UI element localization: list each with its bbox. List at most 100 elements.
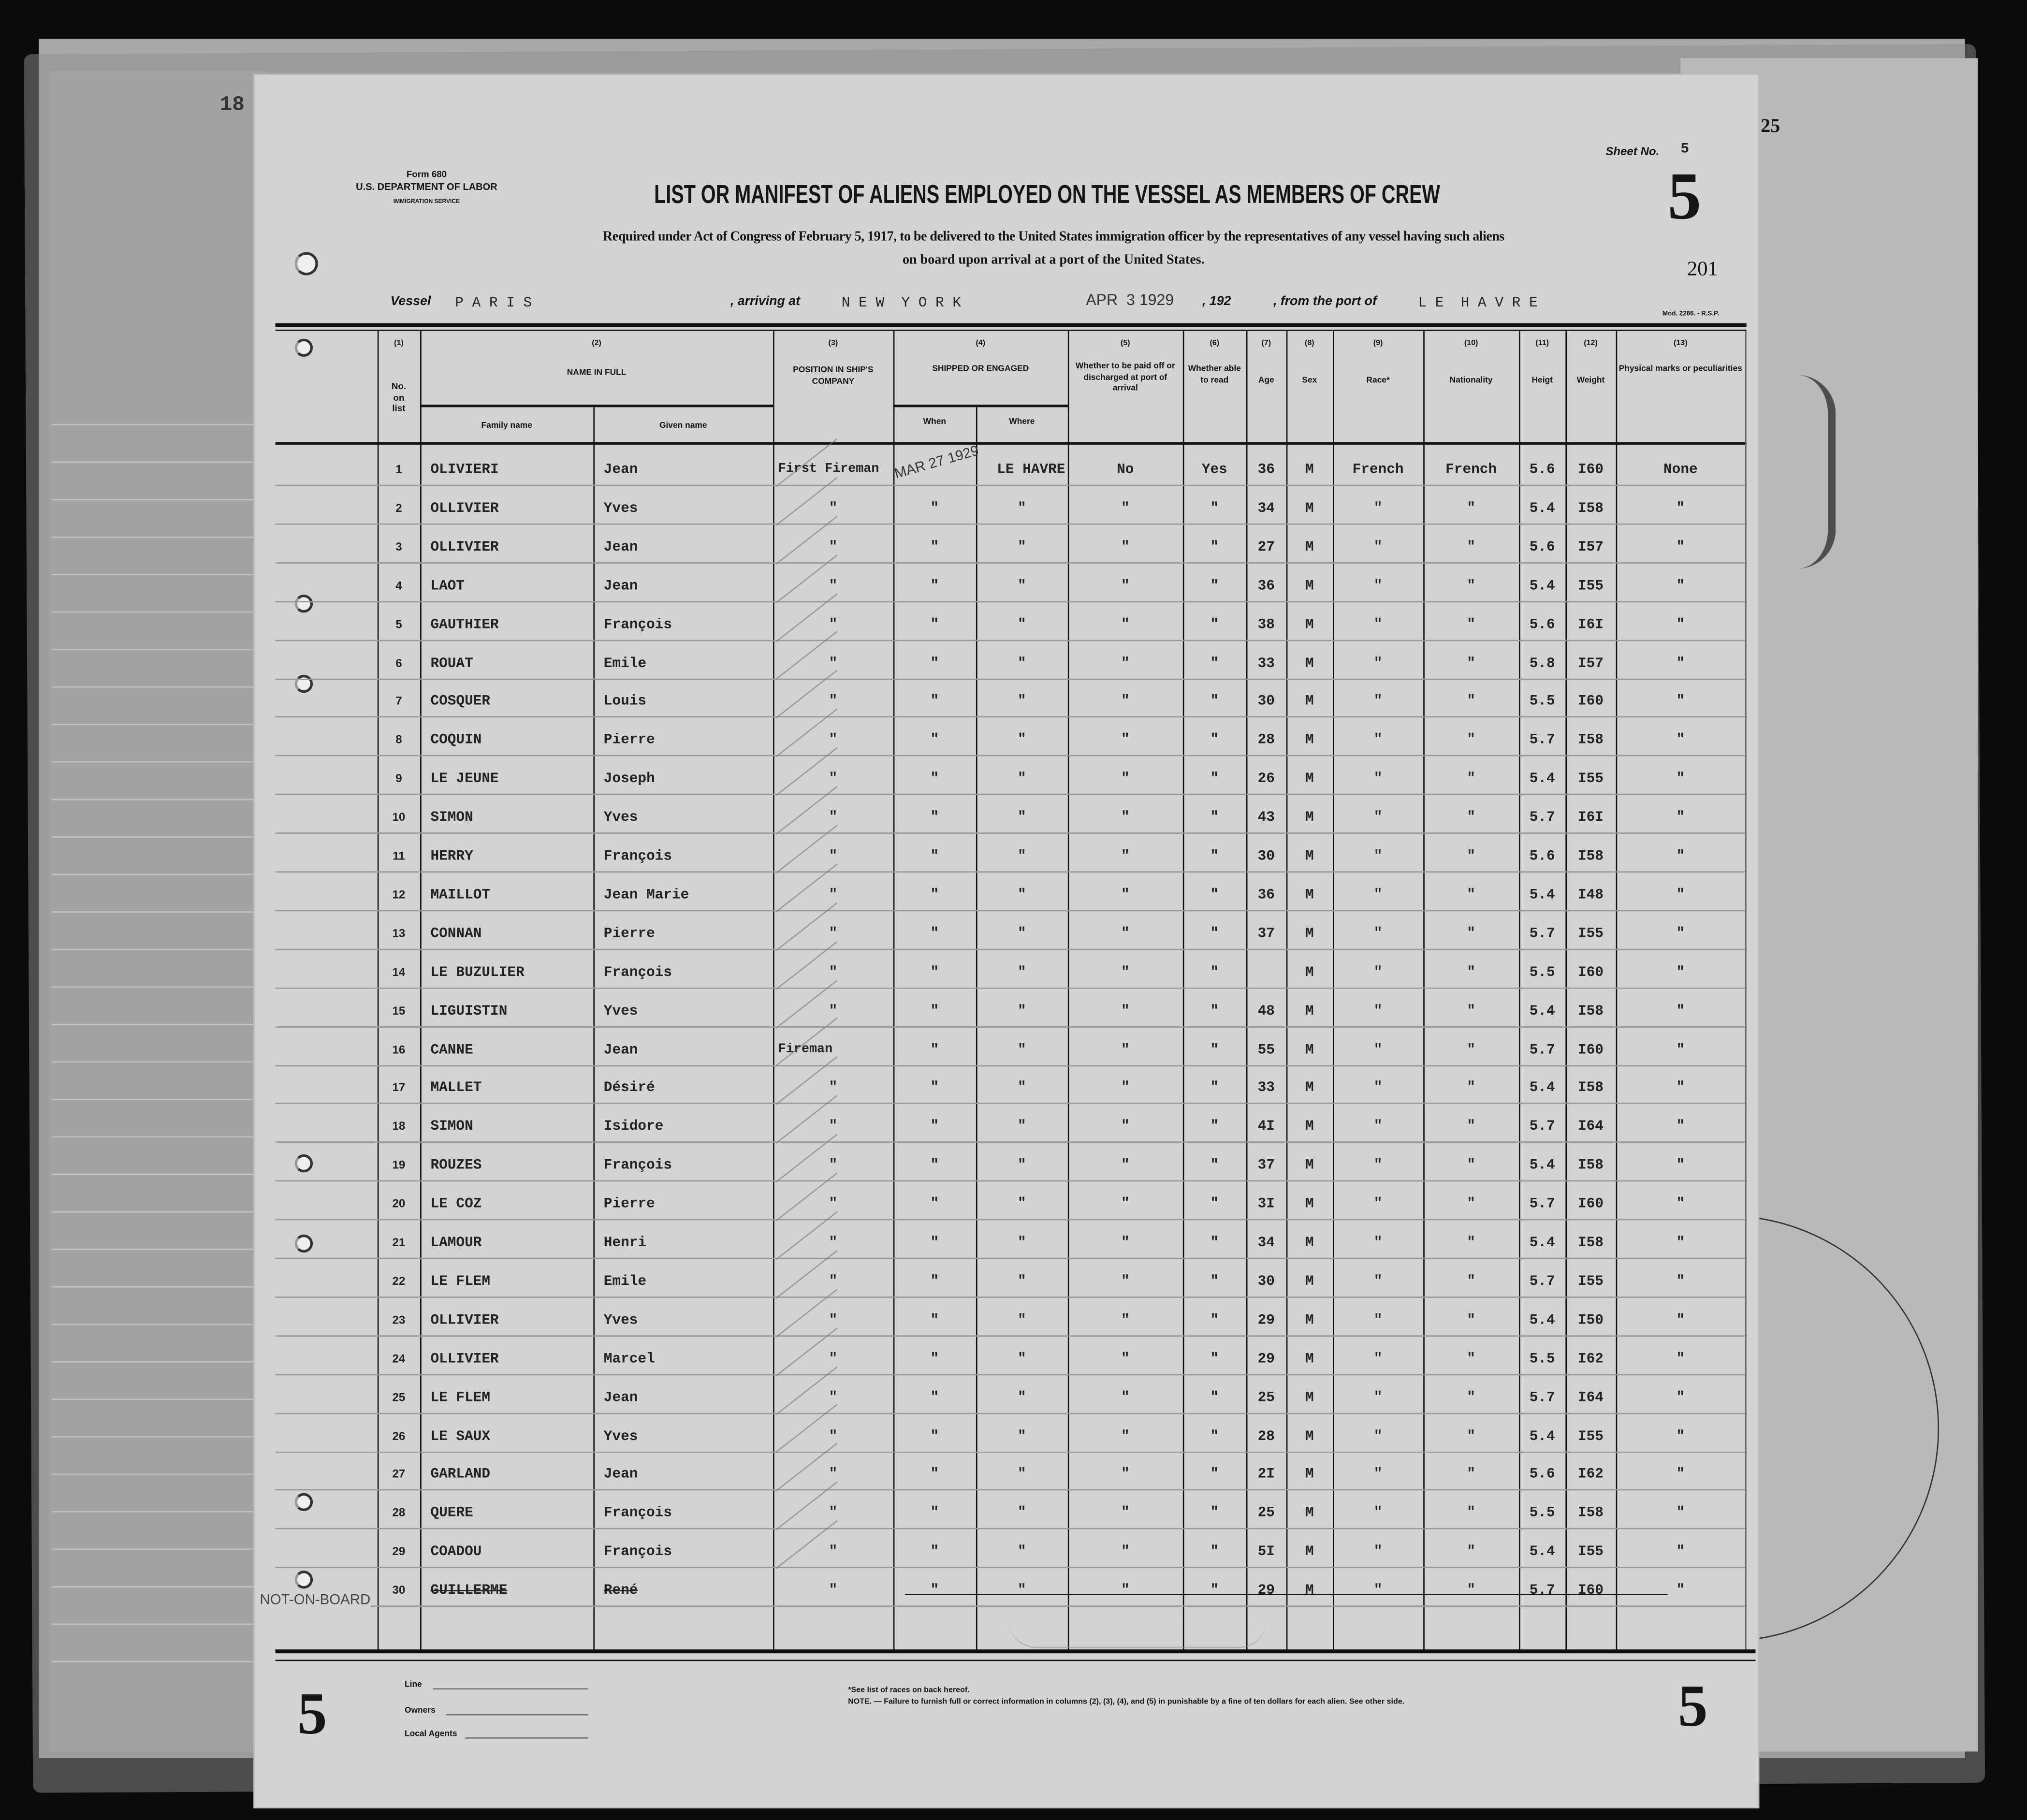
cell-paid: " — [1121, 1197, 1130, 1213]
cell-race: " — [1373, 1120, 1383, 1136]
cell-paid: " — [1121, 1004, 1130, 1019]
cell-family: LAOT — [430, 579, 465, 595]
column-number: (13) — [1674, 340, 1688, 348]
cell-sex: M — [1305, 810, 1314, 827]
cell-where: " — [1018, 1197, 1026, 1213]
cell-marks: " — [1676, 1390, 1685, 1406]
cell-height: 5.4 — [1529, 579, 1555, 595]
sheet-label: Sheet No. — [1605, 145, 1660, 158]
cell-where: " — [1018, 1042, 1026, 1058]
row-rule — [275, 562, 1746, 564]
cell-where: " — [1018, 501, 1026, 517]
cell-position: " — [829, 888, 838, 903]
cell-weight: I60 — [1577, 463, 1604, 479]
cell-nat: " — [1467, 1274, 1475, 1290]
column-divider — [1745, 331, 1747, 1650]
cell-family: SIMON — [430, 810, 473, 827]
cell-height: 5.7 — [1529, 1120, 1555, 1136]
cell-given: Jean Marie — [603, 888, 689, 903]
cell-when: " — [930, 1120, 939, 1136]
cell-nat: " — [1467, 1506, 1475, 1522]
cell-family: ROUAT — [430, 656, 473, 672]
cell-when: " — [930, 1042, 939, 1058]
cell-no: 19 — [392, 1158, 406, 1172]
cell-where: " — [1018, 1081, 1026, 1097]
cell-height: 5.4 — [1529, 1004, 1555, 1019]
row-rule — [275, 948, 1746, 950]
cell-no: 1 — [395, 463, 402, 476]
cell-position: " — [829, 1429, 838, 1445]
cell-marks: " — [1676, 810, 1685, 827]
sheet-number-stamp: 5 — [1667, 160, 1702, 234]
cell-height: 5.4 — [1529, 1545, 1555, 1561]
cell-marks: " — [1676, 1197, 1685, 1213]
cell-marks: " — [1676, 926, 1685, 942]
cell-nat: " — [1467, 888, 1475, 903]
cell-height: 5.6 — [1529, 463, 1555, 479]
cell-marks: " — [1676, 1506, 1685, 1522]
manifest-sheet — [254, 75, 1758, 1807]
cell-race: " — [1373, 772, 1383, 788]
column-divider — [1286, 331, 1288, 1650]
cell-position: " — [829, 1313, 838, 1329]
cell-age: 3I — [1257, 1197, 1275, 1213]
cell-nat: " — [1467, 772, 1475, 788]
cell-no: 4 — [395, 579, 402, 592]
cell-sex: M — [1305, 1004, 1314, 1019]
cell-read: " — [1210, 1545, 1219, 1561]
cell-position: Fireman — [778, 1042, 833, 1057]
column-header-family-name: Family name — [481, 421, 532, 431]
column-number: (12) — [1584, 340, 1598, 348]
cell-position: " — [829, 926, 838, 942]
cell-no: 11 — [393, 849, 405, 862]
cell-sex: M — [1305, 1120, 1314, 1136]
cell-paid: " — [1121, 1429, 1130, 1445]
cell-age: 37 — [1257, 926, 1275, 942]
cell-no: 2 — [395, 501, 402, 514]
cell-weight: I57 — [1577, 540, 1604, 556]
row-rule — [275, 1103, 1746, 1105]
cell-marks: " — [1676, 617, 1685, 633]
local-agents-label: Local Agents — [404, 1729, 457, 1739]
cell-height: 5.4 — [1529, 888, 1555, 903]
cell-family: LAMOUR — [430, 1236, 482, 1252]
cell-sex: M — [1305, 1197, 1314, 1213]
cell-family: COQUIN — [430, 733, 482, 749]
row-rule — [275, 1567, 1746, 1569]
cell-race: " — [1373, 810, 1383, 827]
cell-age: 48 — [1257, 1004, 1275, 1019]
cell-read: Yes — [1201, 463, 1227, 479]
cell-when: " — [930, 849, 939, 865]
cell-weight: I58 — [1577, 849, 1604, 865]
column-header-weight: Weight — [1576, 376, 1605, 385]
cell-family: MAILLOT — [430, 888, 491, 903]
cell-read: " — [1210, 695, 1219, 711]
row-rule — [275, 1026, 1746, 1027]
cell-where: LE HAVRE — [997, 463, 1065, 479]
cell-where: " — [1018, 1545, 1026, 1561]
cell-paid: " — [1121, 1081, 1130, 1097]
cell-age: 2I — [1257, 1468, 1275, 1484]
cell-nat: " — [1467, 656, 1475, 672]
cell-where: " — [1018, 1004, 1026, 1019]
cell-sex: M — [1305, 888, 1314, 903]
cell-where: " — [1018, 1158, 1026, 1174]
cell-marks: " — [1676, 772, 1685, 788]
column-divider — [1423, 331, 1425, 1650]
cell-no: 30 — [392, 1584, 406, 1597]
column-divider — [420, 331, 422, 1650]
column-header-when: When — [923, 417, 947, 427]
cell-height: 5.5 — [1529, 695, 1555, 711]
cell-nat: " — [1467, 733, 1475, 749]
line-label: Line — [404, 1680, 422, 1690]
column-header-shipped: SHIPPED OR ENGAGED — [932, 364, 1029, 374]
cell-height: 5.4 — [1529, 1081, 1555, 1097]
cell-marks: " — [1676, 579, 1685, 595]
cell-when: " — [930, 926, 939, 942]
subtitle-line-1: Required under Act of Congress of Februa… — [603, 230, 1504, 245]
cell-age: 34 — [1257, 501, 1275, 517]
cell-family: SIMON — [430, 1120, 473, 1136]
cell-sex: M — [1305, 1429, 1314, 1445]
cell-age: 33 — [1257, 656, 1275, 672]
cell-family: LE BUZULIER — [430, 965, 525, 981]
